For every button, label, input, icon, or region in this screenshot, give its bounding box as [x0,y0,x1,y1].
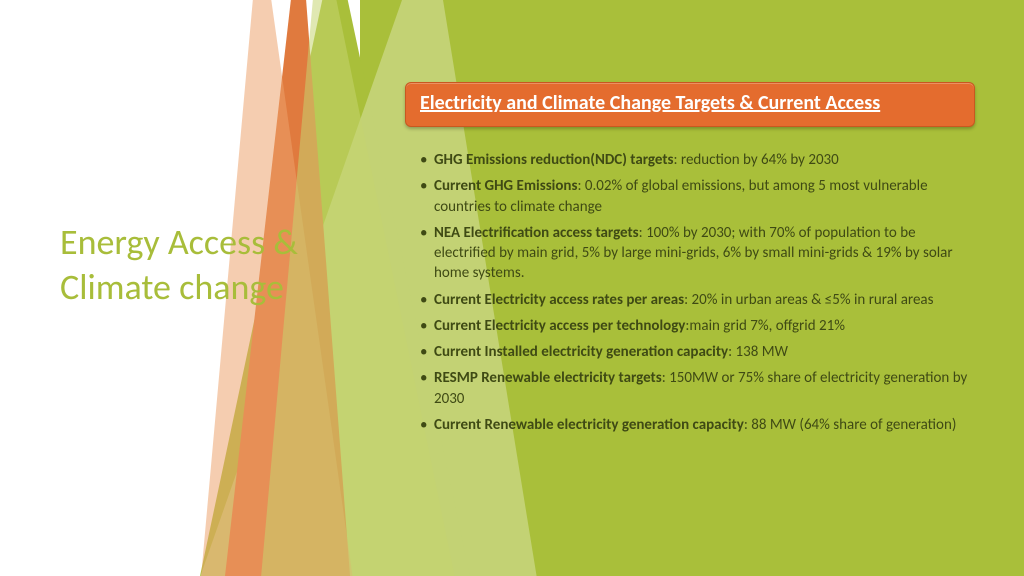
bullet-label: Current Installed electricity generation… [434,343,728,361]
slide-title: Energy Access & Climate change [60,220,360,310]
bullet-label: Current Electricity access rates per are… [434,291,684,309]
bullet-label: Current GHG Emissions [434,177,577,195]
list-item: RESMP Renewable electricity targets: 150… [420,368,980,409]
list-item: Current Renewable electricity generation… [420,415,980,435]
bullet-label: GHG Emissions reduction(NDC) targets [434,151,674,169]
list-item: Current Electricity access per technolog… [420,316,980,336]
bullet-text: : reduction by 64% by 2030 [674,151,839,169]
bullet-label: Current Electricity access per technolog… [434,317,685,335]
list-item: Current GHG Emissions: 0.02% of global e… [420,176,980,217]
bullet-list: GHG Emissions reduction(NDC) targets: re… [420,150,980,441]
bullet-text: : 88 MW (64% share of generation) [744,416,957,434]
bullet-label: RESMP Renewable electricity targets [434,369,662,387]
list-item: NEA Electrification access targets: 100%… [420,223,980,284]
list-item: Current Electricity access rates per are… [420,290,980,310]
bullet-text: :main grid 7%, offgrid 21% [685,317,845,335]
bullet-text: : 20% in urban areas & ≤5% in rural area… [684,291,933,309]
bullet-text: : 138 MW [728,343,788,361]
list-item: GHG Emissions reduction(NDC) targets: re… [420,150,980,170]
bullet-label: Current Renewable electricity generation… [434,416,744,434]
list-item: Current Installed electricity generation… [420,342,980,362]
bullet-label: NEA Electrification access targets [434,224,639,242]
content-header: Electricity and Climate Change Targets &… [405,82,975,127]
slide: Energy Access & Climate change Electrici… [0,0,1024,576]
